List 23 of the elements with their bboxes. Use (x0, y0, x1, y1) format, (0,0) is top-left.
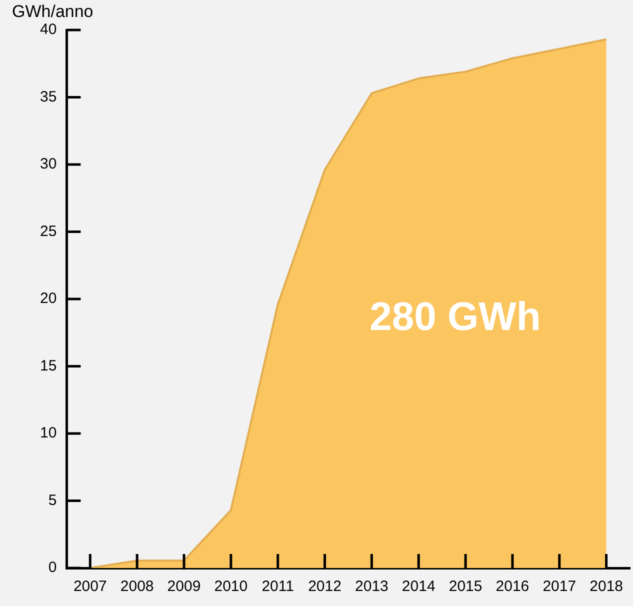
y-tick-label: 40 (40, 21, 57, 38)
x-tick-label: 2017 (542, 578, 576, 596)
x-tick-label: 2014 (402, 578, 436, 596)
x-tick-label: 2015 (448, 578, 482, 596)
x-tick-label: 2018 (590, 578, 624, 596)
y-tick-label: 30 (40, 156, 57, 173)
x-tick-label: 2013 (355, 578, 388, 596)
x-tick-label: 2008 (120, 578, 154, 596)
annotation: 280 GWh (370, 295, 541, 340)
x-tick-label: 2007 (73, 578, 107, 596)
y-tick-label: 15 (40, 357, 57, 374)
y-tick-label: 25 (40, 222, 57, 240)
y-axis-title: GWh/anno (12, 2, 94, 22)
x-tick-label: 2009 (167, 578, 201, 596)
y-tick-label: 20 (40, 290, 57, 308)
y-tick-label: 0 (48, 559, 57, 576)
x-tick-label: 2012 (308, 578, 342, 596)
x-tick-label: 2010 (214, 578, 248, 596)
y-tick-label: 35 (40, 88, 57, 106)
y-tick-label: 5 (48, 492, 57, 509)
y-tick-label: 10 (40, 424, 57, 442)
x-tick-label: 2016 (496, 578, 530, 596)
x-tick-label: 2011 (262, 578, 294, 596)
